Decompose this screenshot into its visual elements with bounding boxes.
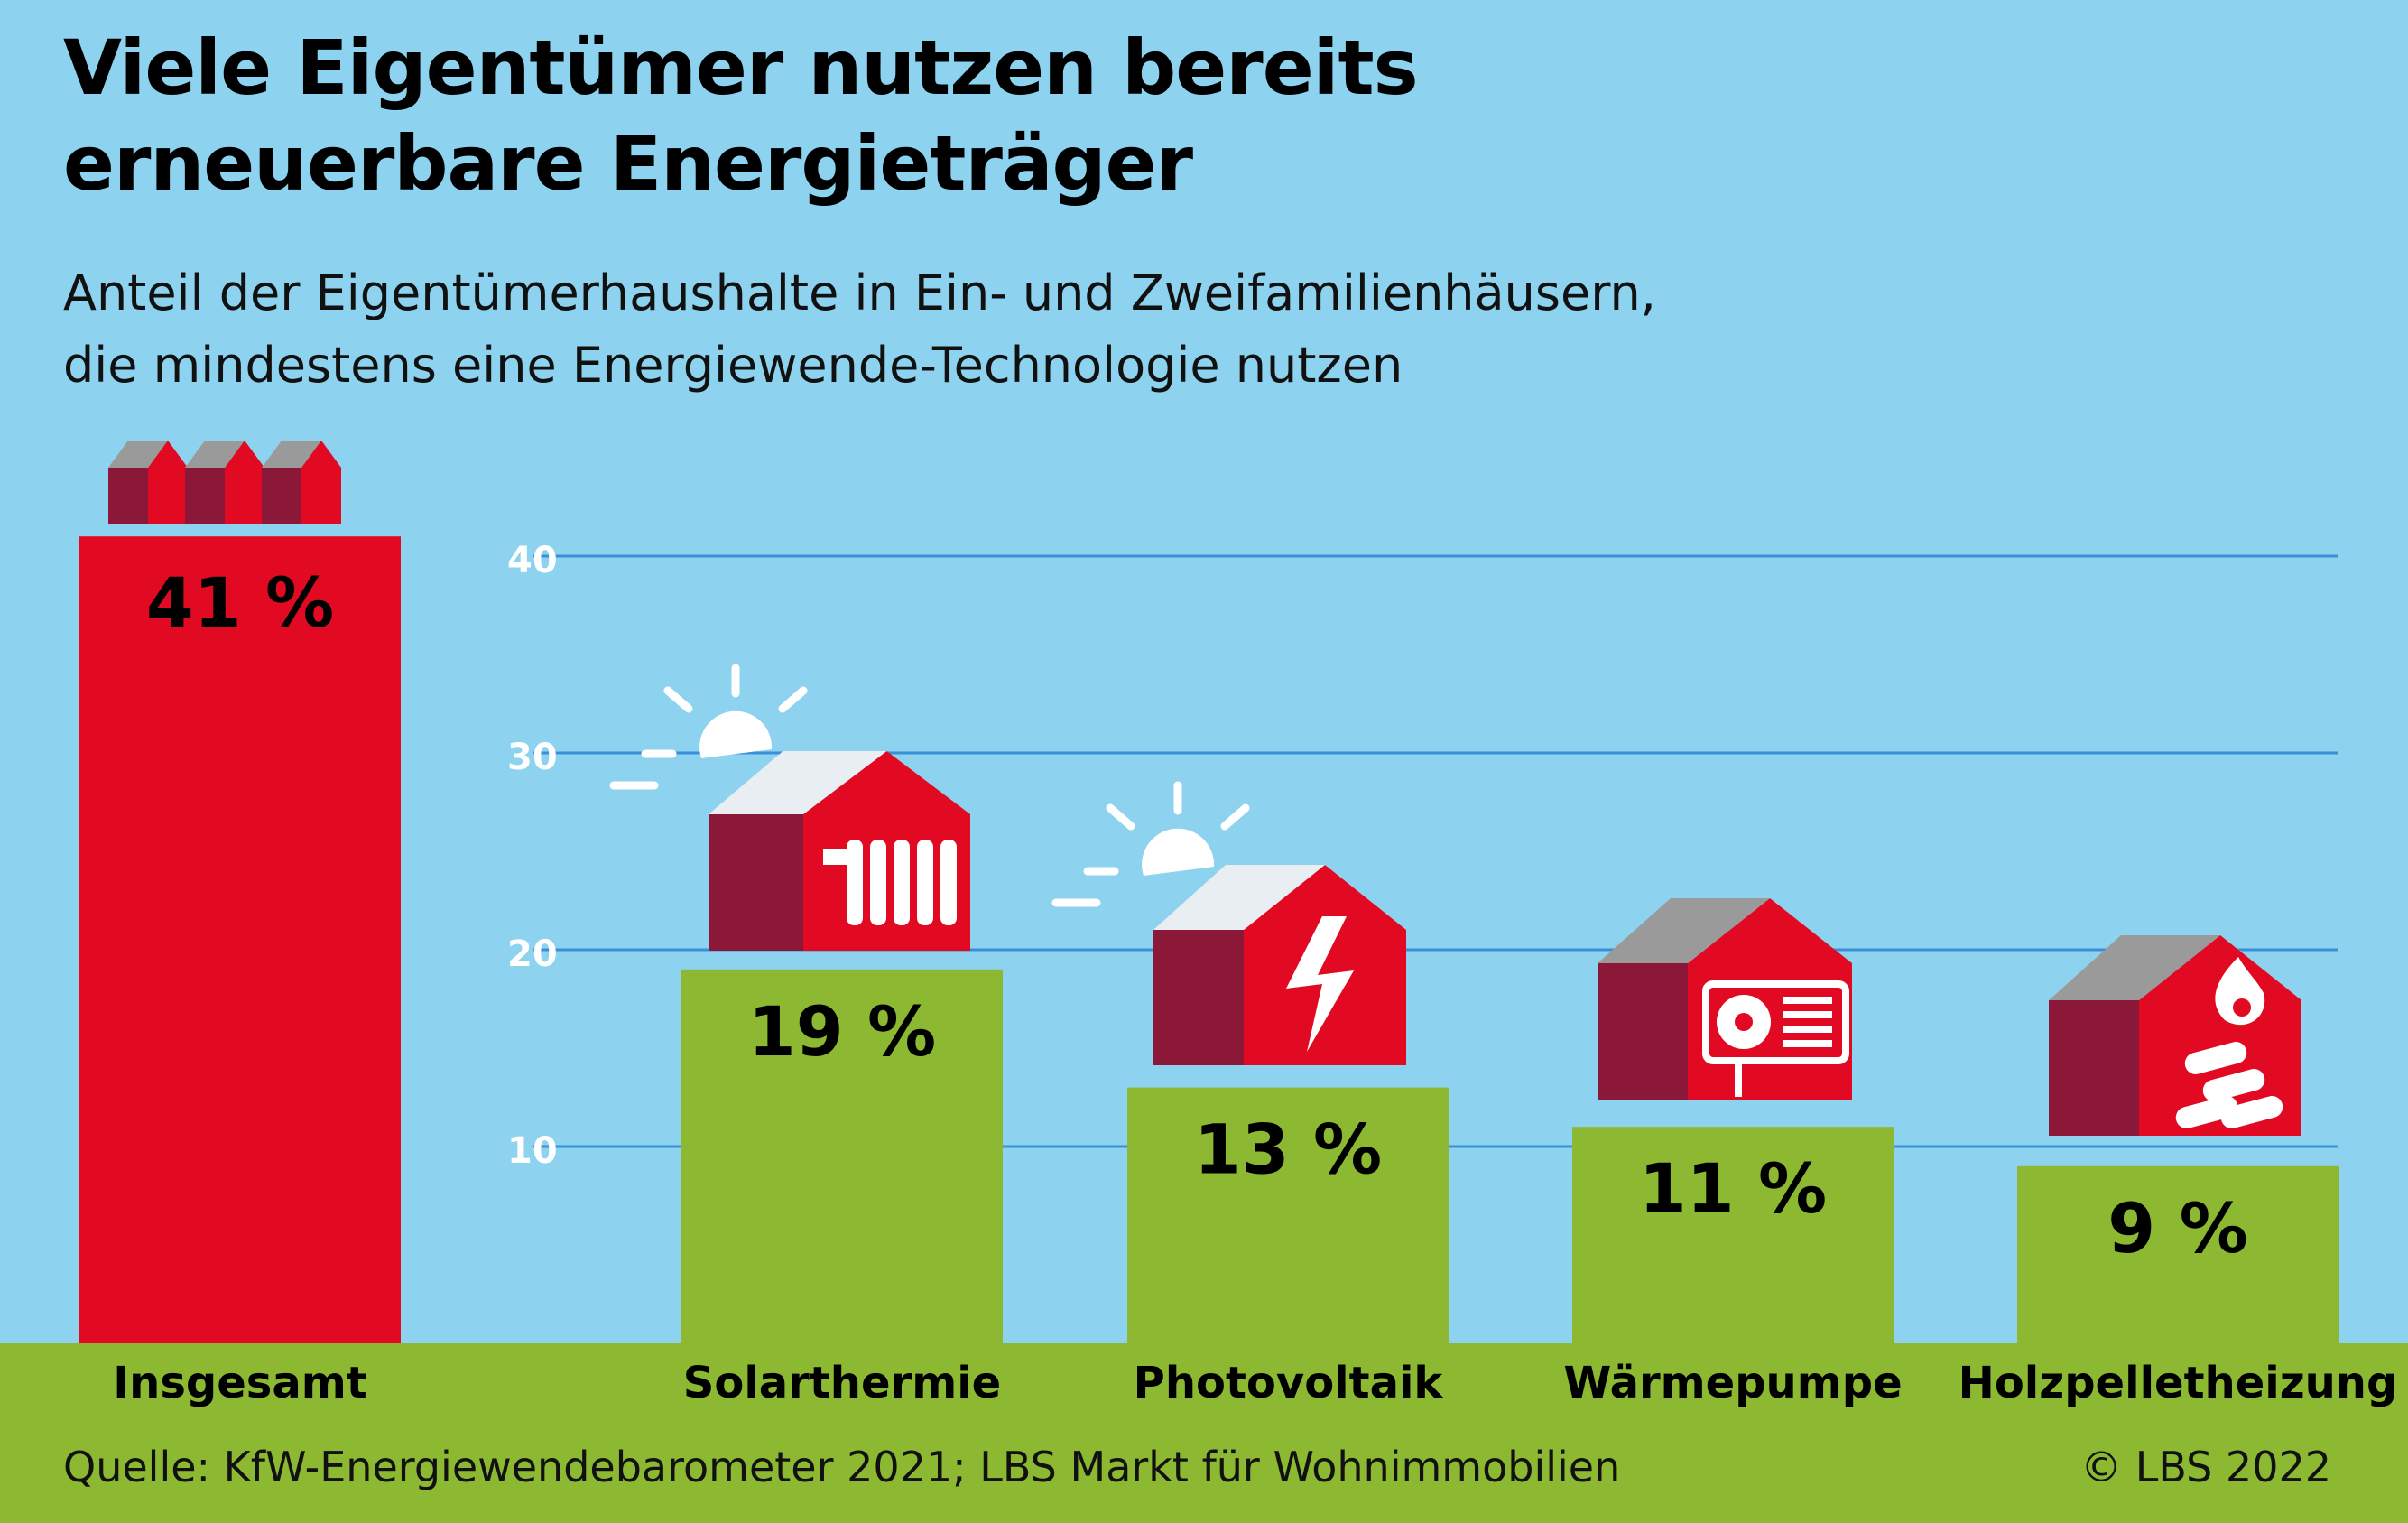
category-label-4: Holzpelletheizung — [1959, 1358, 2398, 1408]
copyright-note: © LBS 2022 — [2080, 1443, 2331, 1491]
photovoltaic-house-icon-roof — [1153, 865, 1325, 930]
y-tick-label-10: 10 — [507, 1130, 558, 1172]
category-label-3: Wärmepumpe — [1563, 1358, 1902, 1408]
title-line-1: Viele Eigentümer nutzen bereits — [63, 23, 1419, 112]
title-line-2: erneuerbare Energieträger — [63, 119, 1193, 208]
heat-pump-house-icon — [1598, 898, 1852, 1100]
bar-layer — [79, 536, 2339, 1343]
y-tick-label-30: 30 — [507, 737, 558, 778]
subtitle-line-1: Anteil der Eigentümerhaushalte in Ein- u… — [63, 265, 1656, 321]
category-label-2: Photovoltaik — [1134, 1358, 1444, 1408]
flame-pellet-icon — [2175, 957, 2283, 1128]
value-label-0: 41 % — [146, 562, 334, 643]
lightning-icon — [1286, 916, 1354, 1052]
value-label-4: 9 % — [2107, 1188, 2248, 1268]
photovoltaic-house-icon-side-wall — [1153, 930, 1244, 1065]
heat-pump-unit-icon — [1702, 980, 1849, 1097]
bar-holzpelletheizung — [2017, 1165, 2339, 1343]
label-layer: 10 20 30 40 41 % Insgesamt 19 % Solarthermie 13 … — [113, 540, 2397, 1408]
house-icon-1 — [108, 441, 188, 524]
value-label-1: 19 % — [748, 991, 936, 1072]
house-icon-2 — [185, 441, 264, 524]
ground-strip — [0, 1343, 2408, 1523]
chart-subtitle: Anteil der Eigentümerhaushalte in Ein- u… — [63, 257, 1656, 402]
solar-thermal-house-icon-side-wall — [709, 814, 803, 951]
heat-pump-house-icon-roof — [1598, 898, 1770, 963]
source-note: Quelle: KfW-Energiewendebarometer 2021; … — [63, 1443, 1621, 1491]
value-label-2: 13 % — [1194, 1110, 1382, 1190]
subtitle-line-2: die mindestens eine Energiewende-Technol… — [63, 337, 1403, 394]
category-label-1: Solarthermie — [683, 1358, 1001, 1408]
category-label-0: Insgesamt — [113, 1358, 366, 1408]
bar-photovoltaik — [1127, 1087, 1449, 1343]
radiator-icon — [823, 840, 957, 925]
sun-icon-1 — [609, 664, 808, 790]
sun-icon-2 — [1051, 781, 1250, 907]
house-icon-3 — [262, 441, 341, 524]
chart-title: Viele Eigentümer nutzen bereits erneuerb… — [63, 20, 1419, 211]
heat-pump-house-icon-front-wall — [1688, 898, 1852, 1100]
bar-solarthermie — [681, 969, 1003, 1343]
photovoltaic-house-icon-front-wall — [1244, 865, 1406, 1065]
value-label-3: 11 % — [1639, 1148, 1827, 1229]
bar-insgesamt — [79, 536, 401, 1343]
y-tick-label-40: 40 — [507, 540, 558, 581]
solar-thermal-house-icon-roof — [709, 751, 887, 814]
grid-layer — [0, 554, 2408, 1523]
wood-pellet-house-icon-side-wall — [2049, 1000, 2139, 1136]
bar-wärmepumpe — [1572, 1127, 1894, 1343]
photovoltaic-house-icon — [1153, 865, 1406, 1065]
icon-layer — [108, 441, 2301, 1136]
wood-pellet-house-icon-roof — [2049, 935, 2220, 1000]
heat-pump-house-icon-side-wall — [1598, 963, 1688, 1100]
y-tick-label-20: 20 — [507, 933, 558, 975]
